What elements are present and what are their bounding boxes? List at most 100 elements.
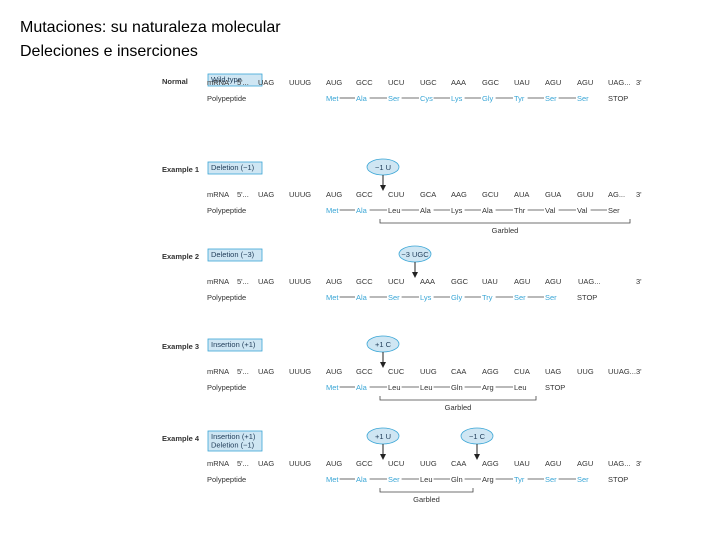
- polypeptide-label: Polypeptide: [207, 383, 246, 392]
- garbled-bracket: [379, 488, 474, 493]
- codon: AGG: [482, 459, 499, 468]
- amino-acid: Ala: [482, 206, 494, 215]
- amino-acid: Ala: [356, 383, 368, 392]
- polypeptide-label: Polypeptide: [207, 475, 246, 484]
- amino-acid: Leu: [514, 383, 527, 392]
- amino-acid: Ser: [577, 475, 589, 484]
- mutation-type-box: [207, 248, 263, 262]
- codon: AG...: [608, 190, 625, 199]
- codon: CAA: [451, 367, 466, 376]
- amino-acid: Leu: [388, 383, 401, 392]
- codon: UCU: [388, 277, 404, 286]
- mrna-label: mRNA: [207, 459, 229, 468]
- amino-acid: Lys: [451, 94, 463, 103]
- codon: UAG...: [608, 459, 631, 468]
- amino-acid: Gln: [451, 475, 463, 484]
- codon: UAG: [258, 277, 274, 286]
- amino-acid: Met: [326, 475, 339, 484]
- amino-acid: STOP: [577, 293, 597, 302]
- amino-acid: Ser: [545, 475, 557, 484]
- amino-acid: Lys: [451, 206, 463, 215]
- mutation-type-box: [207, 73, 263, 87]
- codon: AUA: [514, 190, 529, 199]
- codon: GCC: [356, 277, 373, 286]
- codon: AGU: [577, 459, 593, 468]
- three-prime-label: 3': [636, 78, 642, 87]
- codon: UCU: [388, 459, 404, 468]
- codon: GUU: [577, 190, 594, 199]
- codon: UAG: [258, 78, 274, 87]
- mrna-label: mRNA: [207, 78, 229, 87]
- codon: UAG: [258, 190, 274, 199]
- mutation-marker-label: +1 C: [375, 340, 392, 349]
- mutation-type-label: Wild type: [211, 75, 242, 84]
- section-name: Example 4: [162, 434, 200, 443]
- codon: GCC: [356, 190, 373, 199]
- mutation-marker-label: −1 U: [375, 163, 391, 172]
- codon: UUAG...: [608, 367, 636, 376]
- codon: AGU: [577, 78, 593, 87]
- codon: AUG: [326, 459, 342, 468]
- polypeptide-label: Polypeptide: [207, 94, 246, 103]
- codon: AGU: [545, 78, 561, 87]
- amino-acid: Lys: [420, 293, 432, 302]
- garbled-bracket: [379, 219, 631, 224]
- codon: UAG...: [578, 277, 601, 286]
- codon: GCU: [482, 190, 499, 199]
- codon: GGC: [482, 78, 500, 87]
- codon: AAA: [451, 78, 466, 87]
- codon: UAG: [545, 367, 561, 376]
- codon: CUA: [514, 367, 530, 376]
- codon: GUA: [545, 190, 561, 199]
- amino-acid: Leu: [388, 206, 401, 215]
- amino-acid: Cys: [420, 94, 433, 103]
- garbled-label: Garbled: [492, 226, 519, 235]
- codon: UAU: [514, 459, 530, 468]
- codon: AGG: [482, 367, 499, 376]
- codon: UAU: [482, 277, 498, 286]
- amino-acid: Ser: [388, 94, 400, 103]
- amino-acid: Met: [326, 94, 339, 103]
- amino-acid: Ala: [356, 94, 368, 103]
- codon: UAG: [258, 459, 274, 468]
- codon: UUG: [577, 367, 594, 376]
- five-prime-label: 5'...: [237, 277, 249, 286]
- codon: UUUG: [289, 367, 311, 376]
- amino-acid: Val: [577, 206, 588, 215]
- amino-acid: Try: [482, 293, 493, 302]
- mutation-marker-label: +1 U: [375, 432, 391, 441]
- amino-acid: Ala: [356, 206, 368, 215]
- codon: AAG: [451, 190, 467, 199]
- amino-acid: Met: [326, 383, 339, 392]
- amino-acid: Ser: [545, 94, 557, 103]
- mrna-label: mRNA: [207, 367, 229, 376]
- amino-acid: Met: [326, 206, 339, 215]
- amino-acid: Ser: [545, 293, 557, 302]
- amino-acid: Leu: [420, 383, 433, 392]
- five-prime-label: 5'...: [237, 190, 249, 199]
- section-name: Example 2: [162, 252, 199, 261]
- garbled-label: Garbled: [445, 403, 472, 412]
- codon: CAA: [451, 459, 466, 468]
- codon: GCC: [356, 459, 373, 468]
- amino-acid: STOP: [545, 383, 565, 392]
- five-prime-label: 5'...: [237, 78, 249, 87]
- amino-acid: Ala: [356, 293, 368, 302]
- amino-acid: Arg: [482, 475, 494, 484]
- codon: GGC: [451, 277, 469, 286]
- section-name: Example 1: [162, 165, 199, 174]
- codon: CUC: [388, 367, 405, 376]
- mutation-type-label: Deletion (−1): [211, 441, 255, 450]
- three-prime-label: 3': [636, 459, 642, 468]
- codon: AGU: [514, 277, 530, 286]
- amino-acid: Ser: [514, 293, 526, 302]
- slide-title-line1: Mutaciones: su naturaleza molecular: [20, 19, 281, 36]
- section-name: Example 3: [162, 342, 199, 351]
- codon: AGU: [545, 459, 561, 468]
- codon: UCU: [388, 78, 404, 87]
- codon: AUG: [326, 190, 342, 199]
- amino-acid: Thr: [514, 206, 526, 215]
- mutation-marker-label: −1 C: [469, 432, 486, 441]
- section-name: Normal: [162, 77, 188, 86]
- amino-acid: Arg: [482, 383, 494, 392]
